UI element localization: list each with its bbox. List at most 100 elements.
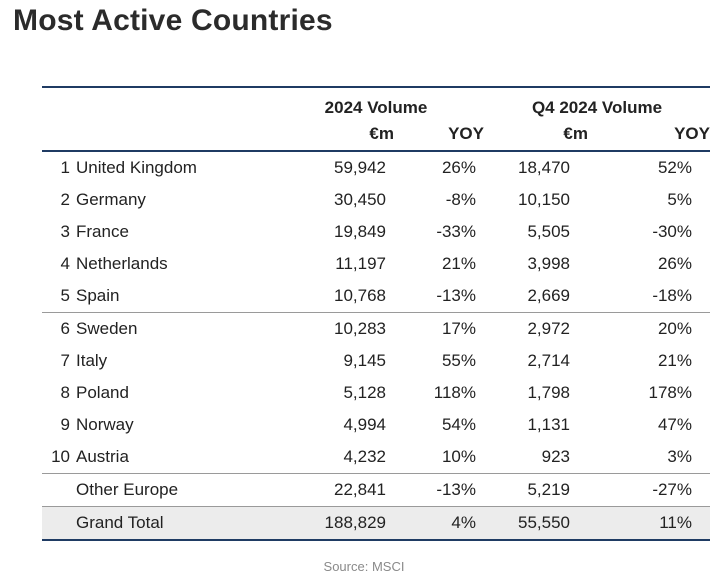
row-volume: 4,232: [343, 447, 386, 466]
row-q4-yoy: -18%: [652, 286, 692, 305]
header-q4-yoy: YOY: [588, 118, 710, 152]
row-other-label: Other Europe: [76, 473, 268, 507]
row-q4-yoy: 26%: [657, 254, 692, 273]
countries-table: 2024 Volume Q4 2024 Volume €m YOY €m YOY…: [42, 86, 710, 541]
row-rank: 4: [60, 254, 70, 273]
row-rank-empty: [42, 506, 76, 541]
group-header-row: 2024 Volume Q4 2024 Volume: [42, 86, 710, 118]
source-caption: Source: MSCI: [323, 559, 405, 574]
table-row: 3 France 19,849 -33% 5,505 -30%: [42, 216, 710, 248]
sub-header-spacer: [42, 118, 268, 152]
row-volume: 11,197: [335, 254, 386, 273]
row-q4-volume: 2,669: [527, 286, 570, 305]
row-volume: 10,768: [334, 286, 386, 305]
row-yoy: 17%: [394, 312, 484, 345]
row-volume: 22,841: [268, 473, 394, 507]
row-country: Netherlands: [76, 254, 168, 273]
header-vol-yoy: YOY: [394, 118, 484, 152]
row-volume: 4,994: [343, 415, 386, 434]
row-q4-volume: 10,150: [518, 190, 570, 209]
row-yoy: -13%: [394, 473, 484, 507]
header-spacer: [42, 86, 268, 118]
table-row: 6 Sweden 10,283 17% 2,972 20%: [42, 312, 710, 345]
row-rank: 1: [60, 158, 70, 177]
grand-total-row: Grand Total 188,829 4% 55,550 11%: [42, 506, 710, 541]
row-rank: 6: [42, 312, 76, 345]
header-2024-volume: 2024 Volume: [268, 86, 484, 118]
row-volume: 9,145: [343, 351, 386, 370]
row-q4-yoy: 21%: [657, 351, 692, 370]
row-volume: 30,450: [334, 190, 386, 209]
row-country: France: [76, 222, 129, 241]
row-q4-volume: 18,470: [518, 158, 570, 177]
row-q4-yoy: 178%: [648, 383, 692, 402]
table-row: 2 Germany 30,450 -8% 10,150 5%: [42, 184, 710, 216]
row-volume: 5,128: [343, 383, 386, 402]
row-rank: 3: [60, 222, 70, 241]
header-q4-2024-volume: Q4 2024 Volume: [484, 86, 710, 118]
table-row: 1 United Kingdom 59,942 26% 18,470 52%: [42, 151, 710, 184]
row-q4-volume: 3,998: [527, 254, 570, 273]
row-rank: 9: [60, 415, 70, 434]
row-yoy: -8%: [445, 190, 476, 209]
row-q4-volume: 923: [541, 447, 570, 466]
row-total-label: Grand Total: [76, 506, 268, 541]
row-yoy: 21%: [441, 254, 476, 273]
row-q4-yoy: -27%: [588, 473, 710, 507]
row-volume: 188,829: [268, 506, 394, 541]
row-yoy: 55%: [441, 351, 476, 370]
row-country: United Kingdom: [76, 158, 197, 177]
row-rank: 7: [60, 351, 70, 370]
row-q4-volume: 2,972: [484, 312, 588, 345]
table-row: 10 Austria 4,232 10% 923 3%: [42, 441, 710, 474]
row-country: Norway: [76, 415, 134, 434]
row-rank: 5: [60, 286, 70, 305]
row-country: Austria: [76, 447, 129, 466]
row-q4-yoy: 3%: [667, 447, 692, 466]
row-q4-volume: 1,798: [527, 383, 570, 402]
row-yoy: -13%: [436, 286, 476, 305]
row-q4-volume: 5,219: [484, 473, 588, 507]
row-rank-empty: [42, 473, 76, 507]
row-yoy: 10%: [441, 447, 476, 466]
row-volume: 19,849: [334, 222, 386, 241]
row-q4-yoy: 11%: [588, 506, 710, 541]
row-q4-volume: 55,550: [484, 506, 588, 541]
table-row: 8 Poland 5,128 118% 1,798 178%: [42, 377, 710, 409]
row-country: Sweden: [76, 312, 268, 345]
table-row: 9 Norway 4,994 54% 1,131 47%: [42, 409, 710, 441]
table-body: 1 United Kingdom 59,942 26% 18,470 52% 2…: [42, 151, 710, 541]
table-row: 5 Spain 10,768 -13% 2,669 -18%: [42, 280, 710, 313]
row-yoy: 4%: [394, 506, 484, 541]
row-rank: 2: [60, 190, 70, 209]
header-vol-eur: €m: [268, 118, 394, 152]
countries-table-container: 2024 Volume Q4 2024 Volume €m YOY €m YOY…: [42, 86, 710, 541]
row-q4-yoy: 20%: [588, 312, 710, 345]
row-q4-yoy: 52%: [657, 158, 692, 177]
row-q4-yoy: -30%: [652, 222, 692, 241]
row-q4-yoy: 5%: [667, 190, 692, 209]
table-row: 4 Netherlands 11,197 21% 3,998 26%: [42, 248, 710, 280]
row-volume: 59,942: [334, 158, 386, 177]
table-header: 2024 Volume Q4 2024 Volume €m YOY €m YOY: [42, 86, 710, 152]
row-volume: 10,283: [268, 312, 394, 345]
row-yoy: 26%: [441, 158, 476, 177]
row-yoy: 54%: [441, 415, 476, 434]
header-q4-eur: €m: [484, 118, 588, 152]
row-country: Poland: [76, 383, 129, 402]
row-yoy: -33%: [436, 222, 476, 241]
row-country: Germany: [76, 190, 146, 209]
row-rank: 8: [60, 383, 70, 402]
row-country: Italy: [76, 351, 108, 370]
other-europe-row: Other Europe 22,841 -13% 5,219 -27%: [42, 473, 710, 507]
row-country: Spain: [76, 286, 120, 305]
sub-header-row: €m YOY €m YOY: [42, 118, 710, 152]
row-q4-volume: 2,714: [527, 351, 570, 370]
row-q4-yoy: 47%: [657, 415, 692, 434]
page-title: Most Active Countries: [13, 4, 333, 37]
row-yoy: 118%: [433, 383, 476, 402]
row-q4-volume: 5,505: [527, 222, 570, 241]
row-q4-volume: 1,131: [527, 415, 570, 434]
row-rank: 10: [51, 447, 70, 466]
table-row: 7 Italy 9,145 55% 2,714 21%: [42, 345, 710, 377]
